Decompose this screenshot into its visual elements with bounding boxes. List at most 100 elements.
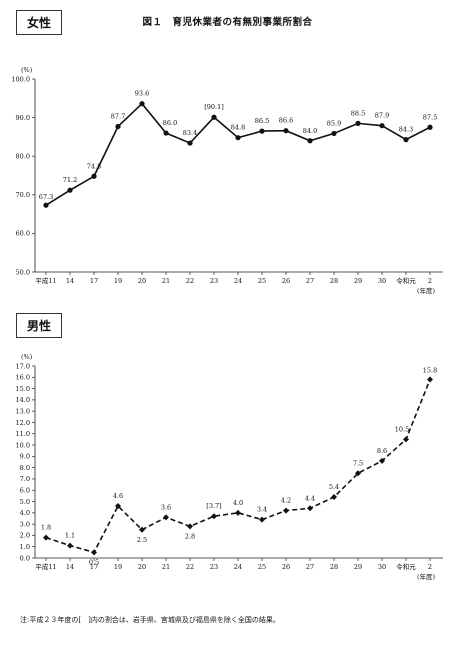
data-point <box>355 470 361 477</box>
y-tick-label: 16.0 <box>16 374 30 382</box>
y-tick-label: 60.0 <box>16 230 30 238</box>
data-label: 1.1 <box>65 532 75 540</box>
y-tick-label: 14.0 <box>16 396 30 404</box>
y-tick-label: 10.0 <box>16 441 30 449</box>
x-tick-label: 令和元 <box>396 562 416 571</box>
data-point <box>187 140 193 146</box>
y-tick-label: 80.0 <box>16 153 30 161</box>
x-tick-label: 30 <box>378 277 386 285</box>
data-point <box>43 202 49 208</box>
footnote: 注:平成２３年度の[ ]内の割合は、岩手県、宮城県及び福島県を除く全国の結果。 <box>20 616 280 624</box>
data-label: 84.3 <box>399 126 413 134</box>
data-label: 87.9 <box>375 112 389 120</box>
x-tick-label: 29 <box>354 563 362 571</box>
series-line <box>45 102 431 206</box>
y-tick-label: 17.0 <box>16 362 30 370</box>
data-point <box>211 513 217 520</box>
x-tick-label: 22 <box>186 563 194 571</box>
x-tick-label: 28 <box>330 563 338 571</box>
data-label: 10.5 <box>395 425 409 433</box>
data-point <box>163 130 169 136</box>
x-tick-label: 28 <box>330 277 338 285</box>
x-tick-label: 29 <box>354 277 362 285</box>
data-point <box>187 523 193 530</box>
data-label: 2.5 <box>137 536 147 544</box>
data-label: 0.5 <box>89 558 99 566</box>
data-label: 74.8 <box>87 162 101 170</box>
data-label: 15.8 <box>423 367 437 375</box>
data-label: 1.8 <box>41 524 51 532</box>
data-label: 86.0 <box>163 119 177 127</box>
data-point <box>115 123 121 130</box>
data-point <box>403 137 409 143</box>
data-label: 5.4 <box>329 483 339 491</box>
y-tick-label: 6.0 <box>20 487 30 495</box>
data-point <box>259 516 265 523</box>
x-tick-label: 20 <box>138 563 146 571</box>
x-tick-label: 20 <box>138 277 146 285</box>
data-label: 8.6 <box>377 447 387 455</box>
data-point <box>43 534 49 541</box>
data-label: 2.8 <box>185 532 195 540</box>
x-tick-label: 30 <box>378 563 386 571</box>
y-tick-label: 50.0 <box>16 268 30 276</box>
data-label: 4.0 <box>233 499 243 507</box>
data-point <box>427 376 433 383</box>
data-label: [90.1] <box>204 103 224 111</box>
data-point <box>307 505 313 512</box>
y-tick-label: 4.0 <box>20 509 30 517</box>
data-label: 88.5 <box>351 109 365 117</box>
figure-title: 図１ 育児休業者の有無別事業所割合 <box>142 17 313 28</box>
data-point <box>235 509 241 516</box>
x-tick-label: 21 <box>162 563 170 571</box>
y-tick-label: 7.0 <box>20 475 30 483</box>
y-tick-label: 12.0 <box>16 419 30 427</box>
data-point <box>67 542 73 549</box>
data-label: 87.7 <box>111 112 125 120</box>
data-point <box>67 187 73 193</box>
x-tick-label: 26 <box>282 277 290 285</box>
x-tick-label: 2 <box>428 277 432 285</box>
y-axis-unit: (%) <box>21 66 33 74</box>
x-tick-label: 24 <box>234 277 242 285</box>
data-label: 84.0 <box>303 127 317 135</box>
data-label: 3.4 <box>257 506 267 514</box>
data-point <box>163 514 169 521</box>
data-point <box>331 494 337 501</box>
y-tick-label: 5.0 <box>20 498 30 506</box>
x-tick-label: 17 <box>90 563 98 571</box>
data-point <box>235 135 241 141</box>
data-point <box>379 457 385 464</box>
series-line <box>45 379 431 554</box>
x-tick-label: 平成11 <box>35 276 56 285</box>
x-axis-unit: (年度) <box>417 572 436 581</box>
y-tick-label: 13.0 <box>16 407 30 415</box>
data-label: [3.7] <box>206 502 221 510</box>
x-tick-label: 17 <box>90 277 98 285</box>
data-label: 71.2 <box>63 176 77 184</box>
data-point <box>379 123 385 129</box>
data-label: 4.6 <box>113 492 123 500</box>
x-tick-label: 26 <box>282 563 290 571</box>
data-label: 4.4 <box>305 494 315 502</box>
x-tick-label: 平成11 <box>35 562 56 571</box>
data-point <box>259 128 265 134</box>
data-label: 93.6 <box>135 90 149 98</box>
data-point <box>91 173 97 179</box>
x-tick-label: 21 <box>162 277 170 285</box>
x-tick-label: 令和元 <box>396 276 416 285</box>
data-label: 85.9 <box>327 119 341 127</box>
female-chart: (%) 50.0 60.0 70.0 80.0 90.0 100.0 平成11 14 17 19 20… <box>11 66 443 295</box>
data-point <box>139 526 145 533</box>
y-tick-label: 15.0 <box>16 385 30 393</box>
x-tick-label: 25 <box>258 277 266 285</box>
male-panel-label: 男性 <box>16 313 63 338</box>
data-point <box>355 120 361 126</box>
data-point <box>139 101 145 107</box>
data-point <box>427 124 433 130</box>
y-axis-unit: (%) <box>21 353 33 361</box>
x-tick-label: 14 <box>66 277 74 285</box>
male-chart: (%) 0.0 1.0 2.0 3.0 4.0 5.0 6.0 7.0 8.0 9.0 10.0 11.… <box>16 353 443 581</box>
female-panel-label: 女性 <box>16 10 63 35</box>
data-point <box>307 138 313 144</box>
